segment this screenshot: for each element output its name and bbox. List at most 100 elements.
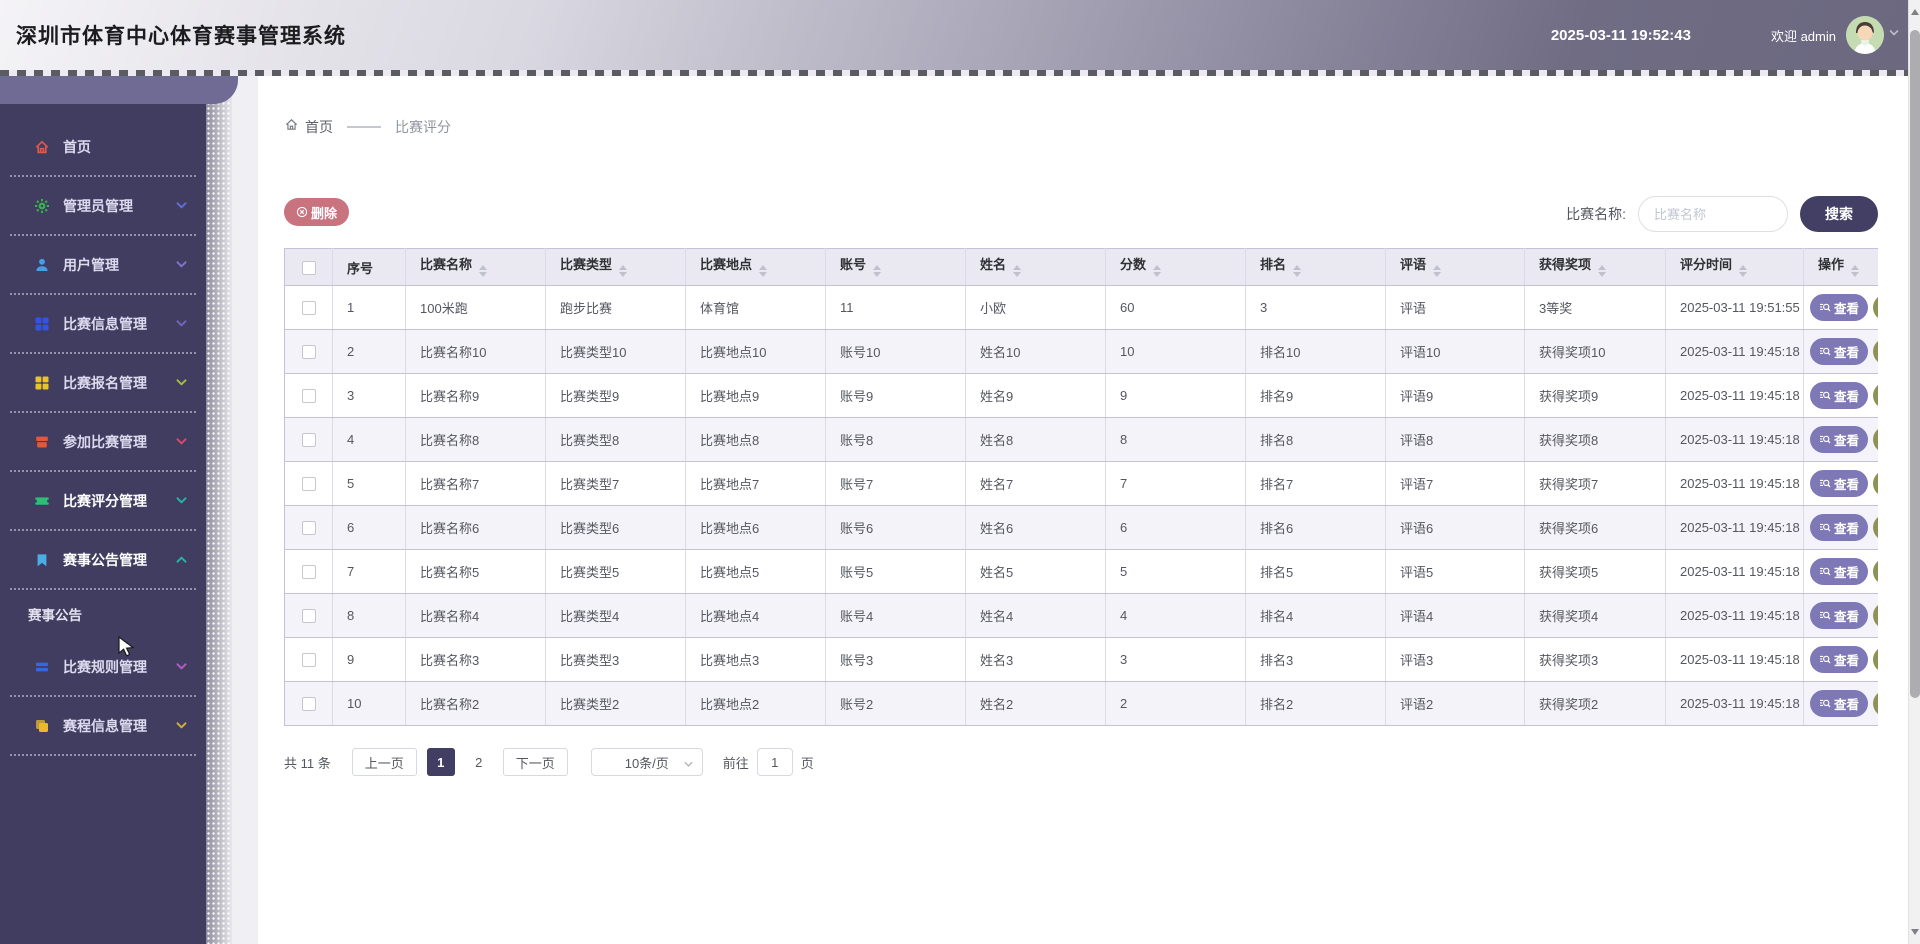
goto-page-input[interactable] [756,748,793,776]
row-checkbox[interactable] [301,345,316,360]
scrollbar-up-arrow[interactable] [1911,5,1919,15]
row-checkbox[interactable] [301,697,316,712]
partial-edit-button[interactable] [1873,646,1878,673]
search-input[interactable] [1638,196,1788,232]
scrollbar-thumb[interactable] [1910,30,1920,698]
sidebar-item-赛程信息管理[interactable]: 赛程信息管理 [10,697,196,756]
row-checkbox[interactable] [301,565,316,580]
row-actions-cell: 查看 [1803,373,1878,418]
sort-carets-icon[interactable] [1293,261,1302,281]
column-header-比赛地点[interactable]: 比赛地点 [685,248,826,286]
search-group: 比赛名称: 搜索 [1566,196,1878,232]
table-cell: 比赛类型9 [545,373,686,418]
next-page-button[interactable]: 下一页 [502,748,568,776]
ticket-icon [34,493,50,509]
column-header-姓名[interactable]: 姓名 [965,248,1106,286]
select-all-header [284,248,333,286]
view-button[interactable]: 查看 [1810,558,1869,585]
sidebar-item-管理员管理[interactable]: 管理员管理 [10,177,196,236]
sidebar-item-用户管理[interactable]: 用户管理 [10,236,196,295]
column-header-操作[interactable]: 操作 [1803,248,1878,286]
chevron-down-icon[interactable] [1888,26,1900,44]
column-header-比赛名称[interactable]: 比赛名称 [405,248,546,286]
column-header-分数[interactable]: 分数 [1105,248,1246,286]
view-button[interactable]: 查看 [1810,426,1869,453]
sort-carets-icon[interactable] [1739,261,1748,281]
sort-carets-icon[interactable] [619,261,628,281]
table-cell: 排名6 [1245,505,1386,550]
column-header-评分时间[interactable]: 评分时间 [1665,248,1804,286]
avatar[interactable] [1846,16,1884,54]
delete-button[interactable]: 删除 [284,198,350,226]
sidebar-item-label: 比赛信息管理 [63,315,147,332]
row-checkbox[interactable] [301,653,316,668]
view-button[interactable]: 查看 [1810,338,1869,365]
column-header-排名[interactable]: 排名 [1245,248,1386,286]
table-cell: 2025-03-11 19:45:18 [1665,373,1804,418]
column-header-比赛类型[interactable]: 比赛类型 [545,248,686,286]
row-actions-cell: 查看 [1803,593,1878,638]
table-cell: 10 [332,681,406,726]
sidebar-item-首页[interactable]: 首页 [10,118,196,177]
table-cell: 获得奖项7 [1524,461,1666,506]
partial-edit-button[interactable] [1873,426,1878,453]
select-all-checkbox[interactable] [301,260,316,275]
page-number-1[interactable]: 1 [426,748,455,776]
breadcrumb-home[interactable]: 首页 [305,119,333,135]
row-checkbox[interactable] [301,609,316,624]
row-select-cell [284,329,333,374]
view-button[interactable]: 查看 [1810,602,1869,629]
partial-edit-button[interactable] [1873,514,1878,541]
row-checkbox[interactable] [301,389,316,404]
sidebar-item-比赛信息管理[interactable]: 比赛信息管理 [10,295,196,354]
page-size-select[interactable]: 10条/页 [590,748,703,776]
column-header-评语[interactable]: 评语 [1385,248,1525,286]
sort-carets-icon[interactable] [1433,261,1442,281]
sort-carets-icon[interactable] [759,261,768,281]
sidebar-item-比赛评分管理[interactable]: 比赛评分管理 [10,472,196,531]
bars-icon [34,659,50,675]
row-checkbox[interactable] [301,521,316,536]
table-cell: 排名5 [1245,549,1386,594]
view-button[interactable]: 查看 [1810,294,1869,321]
table-cell: 4 [332,417,406,462]
sort-carets-icon[interactable] [1013,261,1022,281]
partial-edit-button[interactable] [1873,558,1878,585]
table-cell: 获得奖项3 [1524,637,1666,682]
sidebar-item-参加比赛管理[interactable]: 参加比赛管理 [10,413,196,472]
sidebar-subitem-赛事公告[interactable]: 赛事公告 [28,608,82,623]
table-cell: 比赛类型7 [545,461,686,506]
scrollbar-down-arrow[interactable] [1911,929,1919,939]
column-header-账号[interactable]: 账号 [825,248,966,286]
view-button[interactable]: 查看 [1810,690,1869,717]
view-button[interactable]: 查看 [1810,470,1869,497]
sidebar-item-比赛报名管理[interactable]: 比赛报名管理 [10,354,196,413]
view-button[interactable]: 查看 [1810,646,1869,673]
prev-page-button[interactable]: 上一页 [351,748,417,776]
sidebar-item-赛事公告管理[interactable]: 赛事公告管理 [10,531,196,590]
partial-edit-button[interactable] [1873,602,1878,629]
view-button[interactable]: 查看 [1810,382,1869,409]
search-button[interactable]: 搜索 [1800,196,1878,232]
row-checkbox[interactable] [301,301,316,316]
partial-edit-button[interactable] [1873,470,1878,497]
partial-edit-button[interactable] [1873,690,1878,717]
partial-edit-button[interactable] [1873,382,1878,409]
table-cell: 比赛类型10 [545,329,686,374]
sort-carets-icon[interactable] [1153,261,1162,281]
row-checkbox[interactable] [301,477,316,492]
sort-carets-icon[interactable] [1851,261,1860,281]
home-icon [34,139,50,155]
page-number-2[interactable]: 2 [475,754,483,770]
column-header-获得奖项[interactable]: 获得奖项 [1524,248,1666,286]
sidebar-item-比赛规则管理[interactable]: 比赛规则管理 [10,638,196,697]
sidebar-menu: 首页 管理员管理 用户管理比赛信息管理比赛报名管理 参加比赛管理 比赛评分管理 赛事公告管… [0,76,206,756]
sort-carets-icon[interactable] [873,261,882,281]
column-header-序号: 序号 [332,248,406,286]
partial-edit-button[interactable] [1873,338,1878,365]
sort-carets-icon[interactable] [479,261,488,281]
row-checkbox[interactable] [301,433,316,448]
partial-edit-button[interactable] [1873,294,1878,321]
view-button[interactable]: 查看 [1810,514,1869,541]
sort-carets-icon[interactable] [1598,261,1607,281]
